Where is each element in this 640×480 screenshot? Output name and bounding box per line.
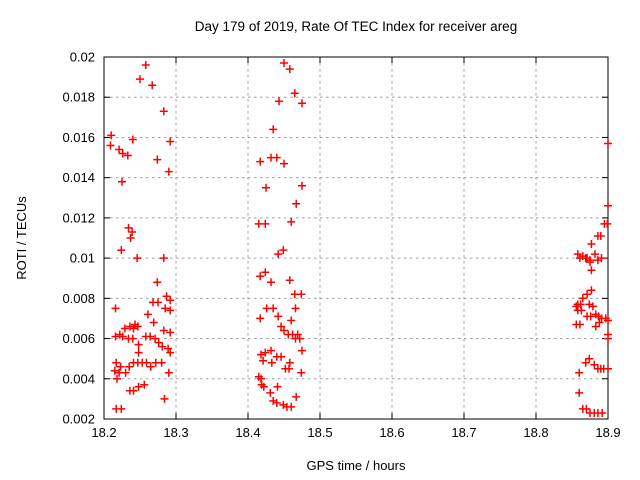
y-tick-label: 0.012 <box>62 210 95 225</box>
tick-labels: 18.2 18.3 18.4 18.5 18.6 18.7 18.8 18.9 0.002 0.0… <box>62 50 620 441</box>
x-tick-label: 18.9 <box>595 425 620 440</box>
y-tick-label: 0.008 <box>62 291 95 306</box>
y-axis-label: ROTI / TECUs <box>14 196 29 280</box>
x-tick-label: 18.2 <box>91 425 116 440</box>
y-tick-label: 0.002 <box>62 412 95 427</box>
grid-lines <box>104 57 608 419</box>
x-tick-label: 18.3 <box>163 425 188 440</box>
data-point-markers-roti <box>106 59 612 417</box>
y-tick-label: 0.01 <box>70 251 95 266</box>
x-tick-label: 18.4 <box>235 425 260 440</box>
y-tick-label: 0.016 <box>62 130 95 145</box>
y-tick-label: 0.018 <box>62 90 95 105</box>
y-tick-label: 0.014 <box>62 170 95 185</box>
x-tick-label: 18.7 <box>451 425 476 440</box>
x-tick-label: 18.5 <box>307 425 332 440</box>
y-tick-label: 0.02 <box>70 50 95 65</box>
y-tick-label: 0.006 <box>62 331 95 346</box>
scatter-points <box>106 59 612 417</box>
plot-border <box>103 56 609 420</box>
x-tick-label: 18.8 <box>523 425 548 440</box>
chart-title: Day 179 of 2019, Rate Of TEC Index for r… <box>195 19 517 34</box>
x-tick-label: 18.6 <box>379 425 404 440</box>
x-axis-label: GPS time / hours <box>307 458 406 473</box>
axis-tick-marks <box>103 56 609 420</box>
y-tick-label: 0.004 <box>62 371 95 386</box>
